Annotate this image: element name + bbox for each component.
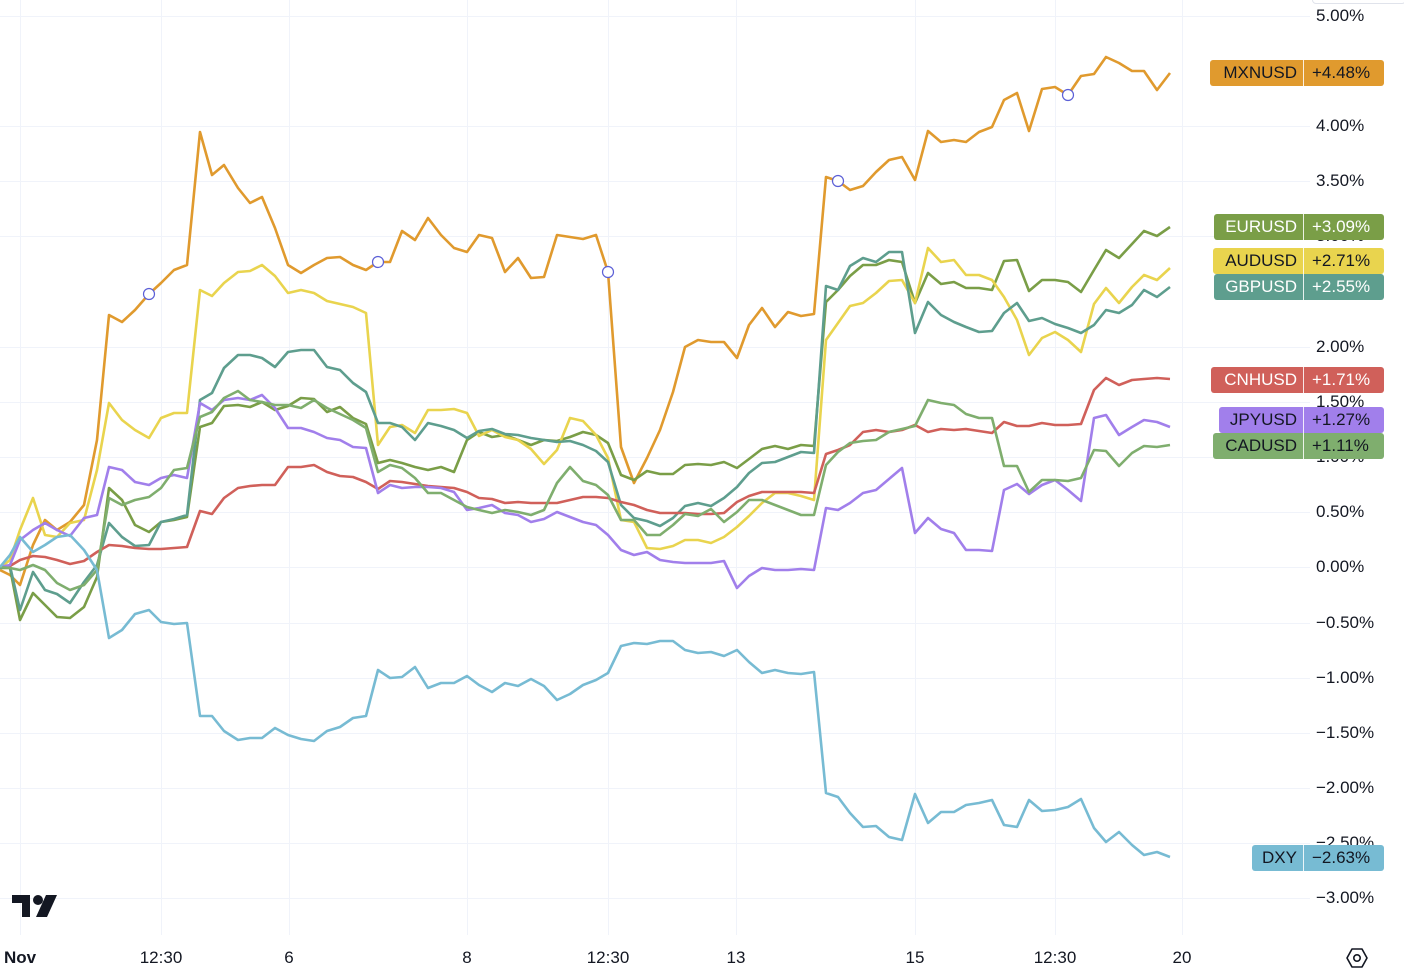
y-axis-label: 1.50% [1316, 392, 1365, 411]
x-axis-label: 15 [905, 948, 925, 967]
series-tag-name: GBPUSD [1214, 274, 1304, 300]
series-tag-name: DXY [1252, 845, 1304, 871]
y-axis-label: 0.50% [1316, 502, 1365, 521]
chart-series [0, 55, 1172, 859]
y-axis-label: −3.00% [1316, 888, 1375, 907]
series-tag-name: EURUSD [1214, 214, 1304, 240]
series-tag-cadusd: CADUSD +1.11% [1213, 433, 1384, 459]
y-axis-label: −1.00% [1316, 668, 1375, 687]
series-tag-value: +2.55% [1312, 277, 1371, 296]
series-line-cadusd[interactable] [0, 389, 1171, 592]
y-axis-label: −2.00% [1316, 778, 1375, 797]
series-tag-value: +1.71% [1312, 370, 1371, 389]
series-tag-value: −2.63% [1312, 848, 1371, 867]
series-tag-name: AUDUSD [1213, 248, 1304, 274]
x-axis-label: 8 [462, 948, 472, 967]
chart-grid [0, 0, 1310, 935]
series-tag-name: CNHUSD [1211, 367, 1304, 393]
series-line-audusd[interactable] [0, 246, 1171, 570]
event-marker-icon[interactable] [601, 265, 615, 279]
series-line-gbpusd[interactable] [0, 250, 1171, 612]
series-tag-dxy: DXY −2.63% [1252, 845, 1384, 871]
y-axis-label: 0.00% [1316, 557, 1365, 576]
settings-hexagon-icon[interactable] [1345, 946, 1369, 975]
y-axis-label: −1.50% [1316, 723, 1375, 742]
series-tag-value: +1.27% [1312, 410, 1371, 429]
series-line-dxy[interactable] [0, 533, 1171, 859]
series-tag-jpyusd: JPYUSD +1.27% [1219, 407, 1384, 433]
x-axis-label: Nov [4, 948, 37, 967]
y-axis-label: 4.00% [1316, 116, 1365, 135]
series-tag-name: CADUSD [1213, 433, 1304, 459]
series-line-cnhusd[interactable] [0, 376, 1171, 569]
y-axis-label: −0.50% [1316, 613, 1375, 632]
x-axis-label: 12:30 [139, 948, 183, 967]
x-axis-label: 12:30 [1033, 948, 1077, 967]
series-tag-audusd: AUDUSD +2.71% [1213, 248, 1384, 274]
x-axis-label: 20 [1172, 948, 1192, 967]
y-axis-label: 3.50% [1316, 171, 1365, 190]
event-marker-icon[interactable] [831, 174, 845, 188]
x-axis-label: 12:30 [586, 948, 630, 967]
event-marker-icon[interactable] [371, 255, 385, 269]
series-tag-cnhusd: CNHUSD +1.71% [1211, 367, 1384, 393]
x-axis-label: 13 [726, 948, 746, 967]
series-line-mxnusd[interactable] [0, 55, 1172, 587]
event-markers[interactable] [142, 88, 1075, 301]
price-scale-top-handle[interactable] [1312, 0, 1404, 4]
y-axis-label: 2.00% [1316, 337, 1365, 356]
series-tag-name: MXNUSD [1210, 60, 1304, 86]
event-marker-icon[interactable] [1061, 88, 1075, 102]
series-tag-value: +2.71% [1312, 251, 1371, 270]
series-tag-name: JPYUSD [1219, 407, 1304, 433]
series-tag-gbpusd: GBPUSD +2.55% [1214, 274, 1384, 300]
x-axis-label: 6 [284, 948, 294, 967]
series-tag-value: +3.09% [1312, 217, 1371, 236]
event-marker-icon[interactable] [142, 287, 156, 301]
tradingview-logo-icon[interactable] [10, 893, 58, 924]
series-tag-value: +4.48% [1312, 63, 1371, 82]
y-axis-label: 5.00% [1316, 6, 1365, 25]
series-tag-mxnusd: MXNUSD +4.48% [1210, 60, 1384, 86]
series-tag-value: +1.11% [1312, 436, 1369, 455]
series-tag-eurusd: EURUSD +3.09% [1214, 214, 1384, 240]
